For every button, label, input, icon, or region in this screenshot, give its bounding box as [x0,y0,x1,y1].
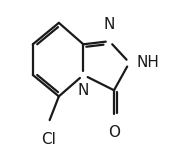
Text: O: O [108,125,120,141]
Text: NH: NH [137,55,160,70]
Text: Cl: Cl [41,132,55,147]
Text: N: N [78,83,89,98]
Text: N: N [104,17,115,32]
